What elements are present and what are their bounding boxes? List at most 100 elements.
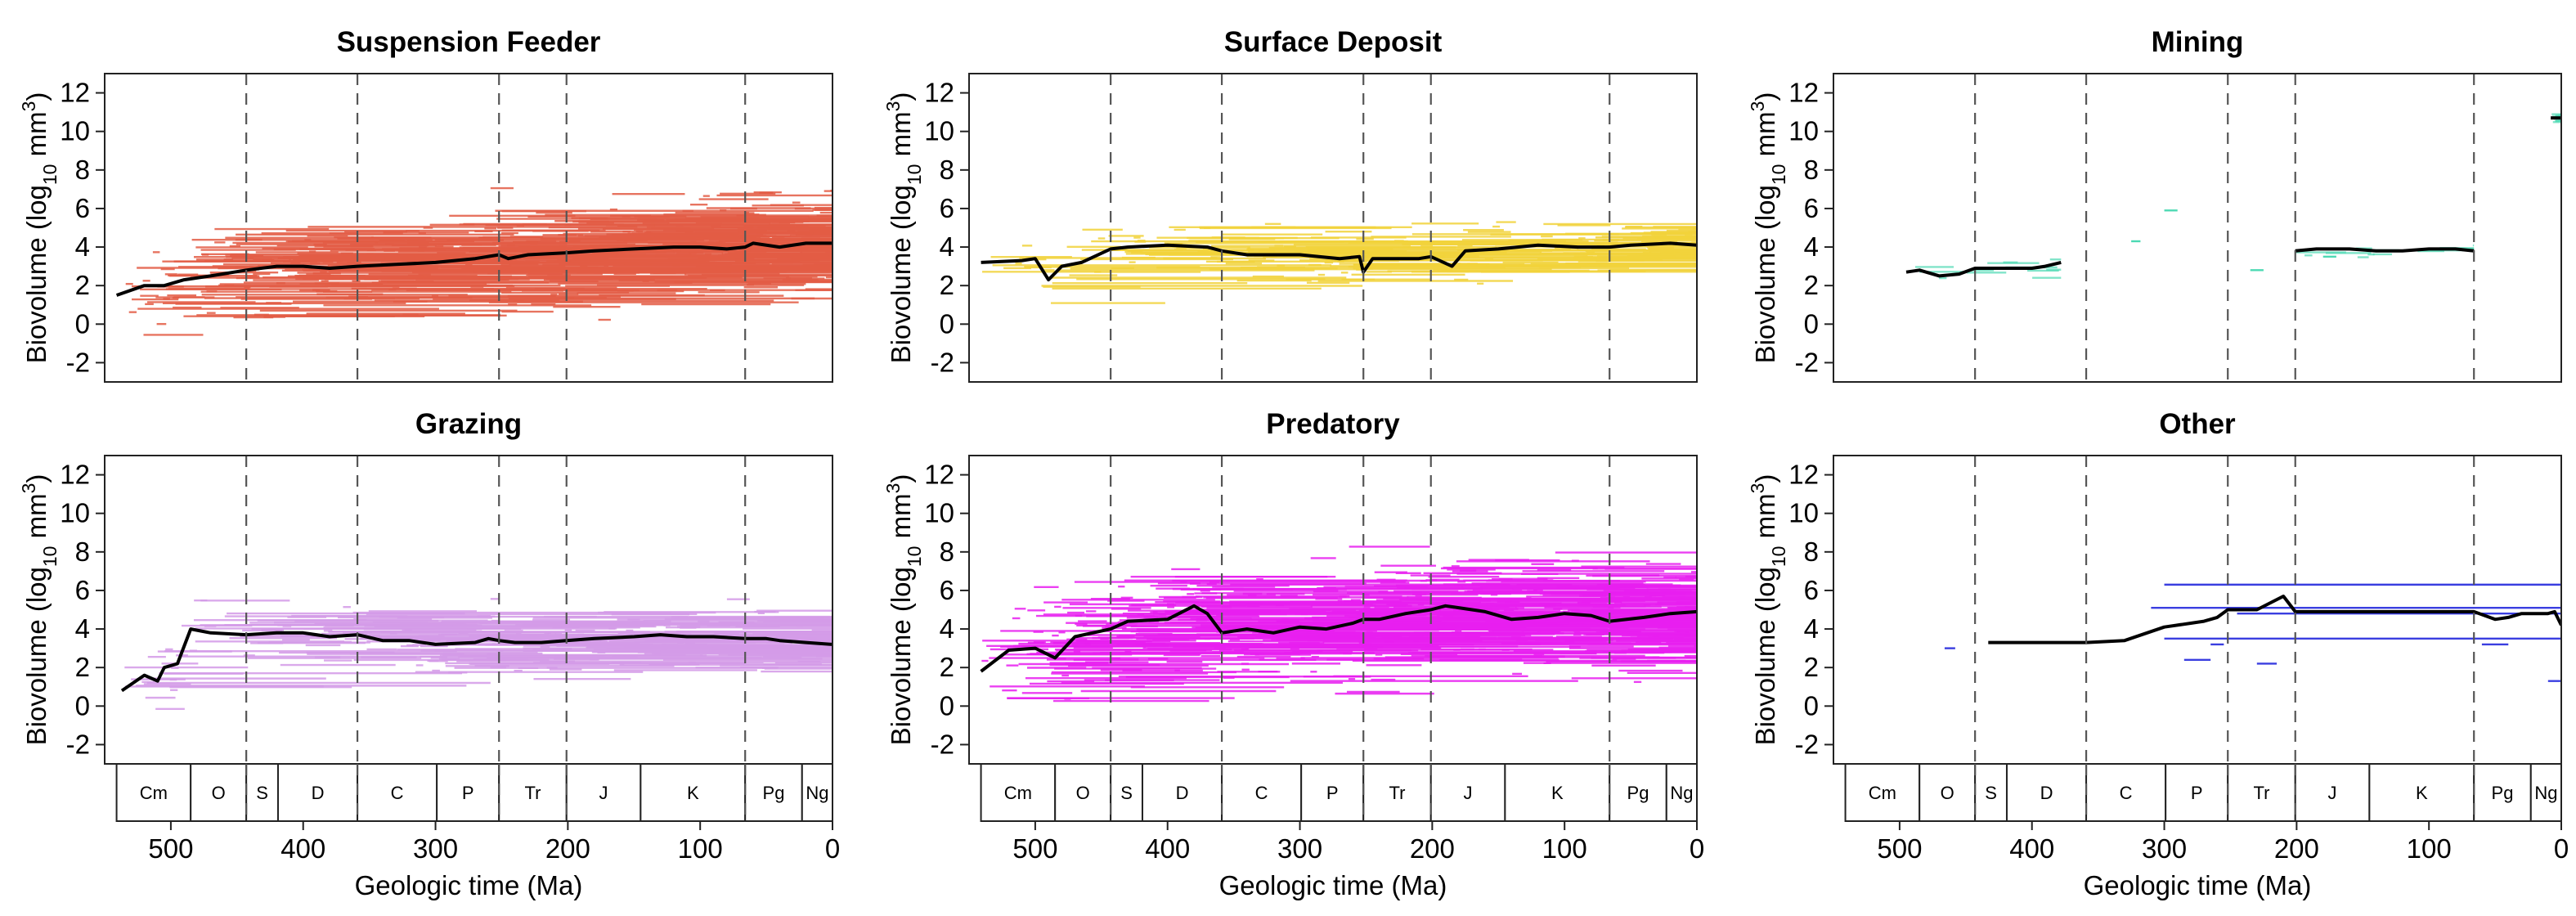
y-tick-label: 2: [1804, 270, 1819, 300]
period-label: D: [2040, 783, 2053, 803]
y-axis-label-sub: 10: [39, 546, 61, 568]
y-axis-label: Biovolume (log10 mm3): [1747, 92, 1789, 364]
y-tick-label: 8: [1804, 537, 1819, 567]
y-tick-label: 6: [75, 193, 90, 223]
y-tick-label: 8: [940, 155, 954, 185]
period-box: [245, 763, 279, 822]
y-axis-label-sub: 10: [904, 546, 925, 568]
median-line: [980, 604, 1697, 673]
y-axis-label-sup: 3: [882, 101, 904, 112]
period-label: C: [1255, 783, 1268, 803]
period-label: C: [2120, 783, 2133, 803]
plot-frame: [104, 455, 833, 765]
y-tick-label: -2: [1795, 729, 1819, 759]
chart-title: Predatory: [1266, 408, 1400, 440]
y-tick-label: 4: [75, 613, 90, 644]
period-label: P: [462, 783, 474, 803]
period-box: [2227, 763, 2296, 822]
y-tick-label: 6: [75, 575, 90, 605]
y-axis-label: Biovolume (log10 mm3): [882, 474, 925, 746]
y-axis-label: Biovolume (log10 mm3): [18, 474, 61, 746]
chart-title: Other: [2159, 408, 2236, 440]
plot-area: [120, 598, 832, 710]
x-tick-label: 500: [1012, 833, 1057, 864]
y-tick-label: 8: [1804, 155, 1819, 185]
plot-area: [115, 186, 832, 336]
x-tick-label: 0: [825, 833, 840, 864]
x-tick-label: 300: [2142, 833, 2187, 864]
x-tick-label: 400: [280, 833, 325, 864]
y-tick-label: 8: [75, 537, 90, 567]
y-tick-label: 6: [940, 575, 954, 605]
y-tick-label: 12: [60, 78, 90, 108]
period-label: Pg: [763, 783, 785, 803]
y-tick-label: 8: [940, 537, 954, 567]
plot-area: [1905, 113, 2561, 280]
period-label: K: [1551, 783, 1564, 803]
x-tick-label: 400: [2009, 833, 2054, 864]
y-tick-label: -2: [66, 729, 90, 759]
period-label: Pg: [2492, 783, 2514, 803]
y-tick-label: 12: [1788, 78, 1819, 108]
x-axis-label: Geologic time (Ma): [1219, 870, 1447, 900]
y-axis-label-end: ): [21, 92, 52, 101]
period-label: P: [1326, 783, 1339, 803]
y-tick-label: 2: [1804, 652, 1819, 682]
period-label: Ng: [2534, 783, 2557, 803]
y-tick-label: -2: [1795, 347, 1819, 377]
period-label: Ng: [806, 783, 828, 803]
y-axis-label-sub: 10: [904, 164, 925, 186]
y-tick-label: -2: [66, 347, 90, 377]
plot-frame: [1833, 455, 2562, 765]
period-label: C: [391, 783, 404, 803]
y-axis-label-unit: mm: [1750, 111, 1780, 164]
y-tick-label: 0: [940, 308, 954, 339]
y-tick-label: 12: [1788, 460, 1819, 490]
y-axis-label-sup: 3: [882, 483, 904, 494]
y-tick-label: 2: [75, 270, 90, 300]
y-tick-label: 4: [1804, 231, 1819, 262]
period-label: K: [687, 783, 699, 803]
y-tick-label: 6: [1804, 193, 1819, 223]
period-box: [1221, 763, 1303, 822]
period-label: D: [1176, 783, 1189, 803]
median-line: [981, 241, 1697, 282]
period-box: [980, 763, 1057, 822]
y-tick-label: 12: [60, 460, 90, 490]
period-box: [2368, 763, 2475, 822]
y-tick-label: 6: [1804, 575, 1819, 605]
plot-frame: [1833, 73, 2562, 383]
chart-title: Suspension Feeder: [337, 26, 601, 58]
y-axis-label-sub: 10: [39, 164, 61, 186]
y-tick-label: 4: [75, 231, 90, 262]
period-box: [2294, 763, 2371, 822]
y-tick-label: 10: [60, 116, 90, 146]
period-box: [1141, 763, 1223, 822]
y-axis-label-text: Biovolume (log: [1750, 185, 1780, 363]
y-tick-label: -2: [931, 347, 954, 377]
y-tick-label: 12: [924, 460, 954, 490]
y-axis-label-unit: mm: [886, 111, 916, 164]
y-tick-label: 2: [75, 652, 90, 682]
x-tick-label: 100: [678, 833, 723, 864]
period-label: Tr: [525, 783, 541, 803]
period-label: Cm: [140, 783, 168, 803]
y-tick-label: -2: [931, 729, 954, 759]
period-box: [1110, 763, 1143, 822]
x-tick-label: 300: [413, 833, 458, 864]
period-box: [115, 763, 192, 822]
y-axis-label-sub: 10: [1768, 164, 1789, 186]
period-label: J: [2328, 783, 2337, 803]
x-axis-label: Geologic time (Ma): [2084, 870, 2312, 900]
period-label: S: [1985, 783, 1997, 803]
period-label: Pg: [1627, 783, 1649, 803]
plot-frame: [104, 73, 833, 383]
period-label: Cm: [1004, 783, 1032, 803]
median-line: [1905, 260, 2062, 278]
y-axis-label-sup: 3: [18, 483, 39, 494]
